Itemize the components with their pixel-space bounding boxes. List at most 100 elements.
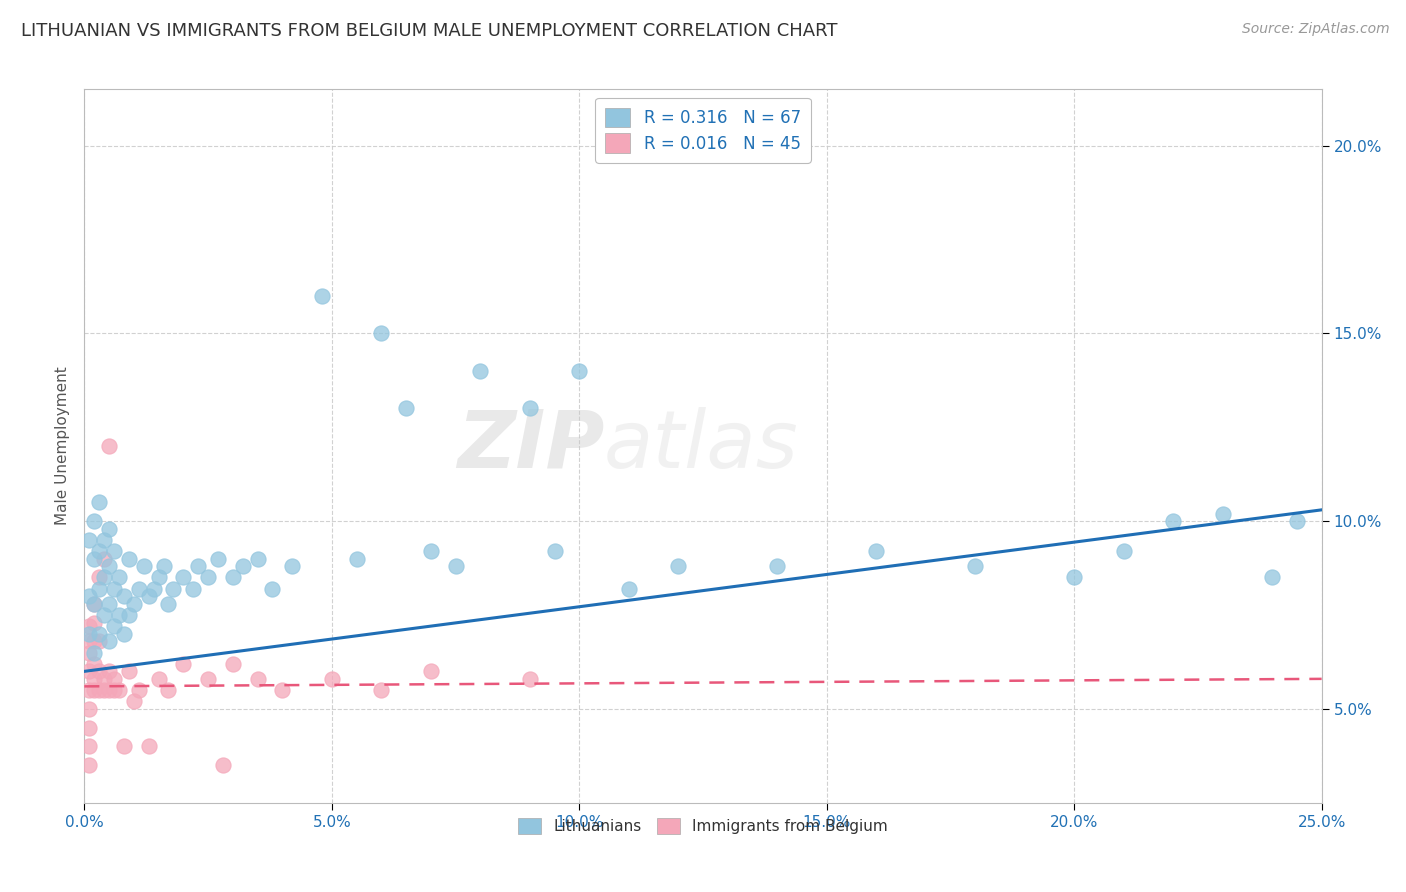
Point xyxy=(138,589,160,603)
Point xyxy=(321,672,343,686)
Point xyxy=(207,551,229,566)
Point xyxy=(118,607,141,622)
Point xyxy=(108,570,131,584)
Point xyxy=(197,672,219,686)
Point xyxy=(1063,570,1085,584)
Point xyxy=(222,657,245,671)
Point xyxy=(395,401,418,416)
Point xyxy=(89,627,111,641)
Point xyxy=(112,627,135,641)
Y-axis label: Male Unemployment: Male Unemployment xyxy=(55,367,70,525)
Point xyxy=(148,570,170,584)
Text: ZIP: ZIP xyxy=(457,407,605,485)
Point xyxy=(172,657,194,671)
Point xyxy=(89,683,111,698)
Point xyxy=(98,439,121,453)
Point xyxy=(93,570,115,584)
Point xyxy=(79,533,101,547)
Point xyxy=(89,570,111,584)
Point xyxy=(79,627,101,641)
Point xyxy=(79,702,101,716)
Point xyxy=(79,683,101,698)
Point xyxy=(543,544,565,558)
Point xyxy=(222,570,245,584)
Point xyxy=(157,597,180,611)
Point xyxy=(108,683,131,698)
Point xyxy=(103,582,125,596)
Point xyxy=(262,582,284,596)
Point xyxy=(666,559,689,574)
Point xyxy=(79,646,101,660)
Point xyxy=(122,597,145,611)
Point xyxy=(1285,514,1308,528)
Point xyxy=(79,739,101,754)
Point xyxy=(1261,570,1284,584)
Point xyxy=(93,607,115,622)
Point xyxy=(444,559,467,574)
Point xyxy=(108,607,131,622)
Point xyxy=(187,559,209,574)
Point xyxy=(152,559,174,574)
Point xyxy=(419,544,441,558)
Point xyxy=(148,672,170,686)
Point xyxy=(89,634,111,648)
Point xyxy=(89,544,111,558)
Point xyxy=(89,582,111,596)
Point xyxy=(83,597,105,611)
Point xyxy=(83,597,105,611)
Point xyxy=(157,683,180,698)
Point xyxy=(1161,514,1184,528)
Point xyxy=(93,672,115,686)
Point xyxy=(83,657,105,671)
Point xyxy=(118,665,141,679)
Point xyxy=(79,589,101,603)
Point xyxy=(281,559,304,574)
Point xyxy=(1212,507,1234,521)
Point xyxy=(118,551,141,566)
Point xyxy=(83,634,105,648)
Point xyxy=(212,758,235,772)
Point xyxy=(181,582,204,596)
Point xyxy=(112,589,135,603)
Point xyxy=(79,634,101,648)
Point xyxy=(83,672,105,686)
Point xyxy=(83,615,105,630)
Point xyxy=(197,570,219,584)
Point xyxy=(519,401,541,416)
Point xyxy=(98,522,121,536)
Point xyxy=(419,665,441,679)
Point xyxy=(79,619,101,633)
Point xyxy=(965,559,987,574)
Point xyxy=(142,582,165,596)
Point xyxy=(98,634,121,648)
Legend: Lithuanians, Immigrants from Belgium: Lithuanians, Immigrants from Belgium xyxy=(510,810,896,841)
Point xyxy=(83,514,105,528)
Point xyxy=(138,739,160,754)
Point xyxy=(311,289,333,303)
Point xyxy=(112,739,135,754)
Point xyxy=(172,570,194,584)
Point xyxy=(79,721,101,735)
Point xyxy=(617,582,640,596)
Point xyxy=(1112,544,1135,558)
Point xyxy=(162,582,184,596)
Point xyxy=(93,551,115,566)
Point xyxy=(103,683,125,698)
Point xyxy=(271,683,294,698)
Point xyxy=(103,672,125,686)
Point xyxy=(89,665,111,679)
Point xyxy=(246,672,269,686)
Point xyxy=(98,665,121,679)
Point xyxy=(568,364,591,378)
Point xyxy=(122,694,145,708)
Point xyxy=(246,551,269,566)
Point xyxy=(98,597,121,611)
Point xyxy=(98,683,121,698)
Point xyxy=(346,551,368,566)
Point xyxy=(79,665,101,679)
Text: Source: ZipAtlas.com: Source: ZipAtlas.com xyxy=(1241,22,1389,37)
Point xyxy=(766,559,789,574)
Point xyxy=(83,551,105,566)
Point xyxy=(83,683,105,698)
Point xyxy=(370,326,392,341)
